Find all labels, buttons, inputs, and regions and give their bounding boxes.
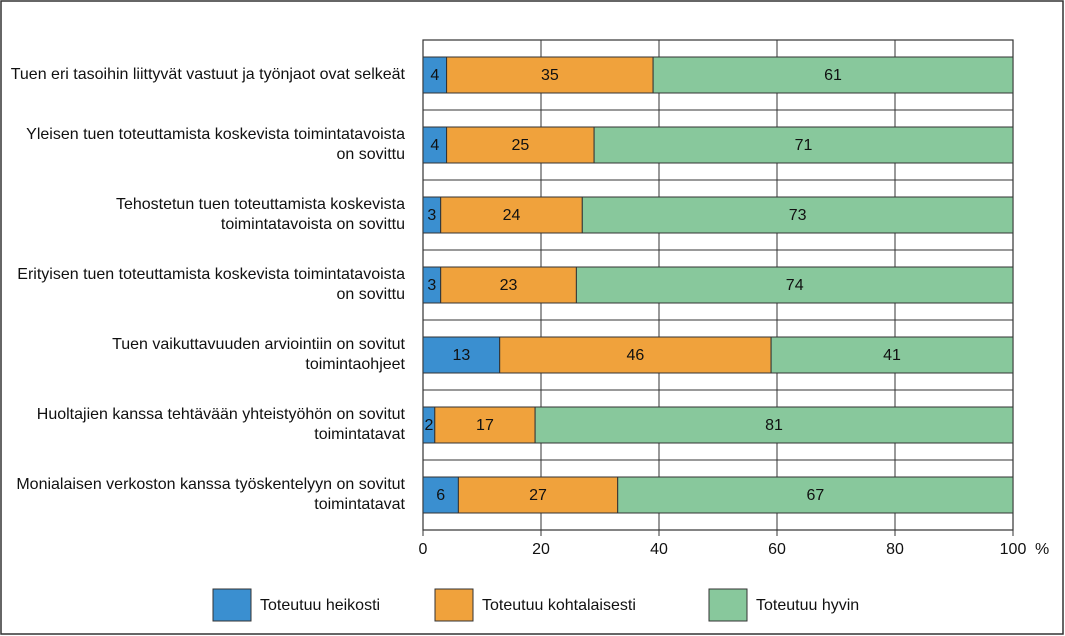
value-label: 2 bbox=[424, 417, 433, 434]
value-label: 4 bbox=[430, 137, 439, 154]
bar-segment bbox=[617, 476, 1014, 514]
value-label: 23 bbox=[500, 277, 518, 294]
value-label: 25 bbox=[511, 137, 529, 154]
x-tick-label: 80 bbox=[886, 541, 904, 558]
category-label: Monialaisen verkoston kanssa työskentely… bbox=[16, 476, 405, 513]
category-label: Tuen vaikuttavuuden arviointiin on sovit… bbox=[112, 336, 405, 373]
value-label: 3 bbox=[427, 207, 436, 224]
x-tick-label: 100 bbox=[1000, 541, 1027, 558]
value-label: 71 bbox=[795, 137, 813, 154]
legend-swatch bbox=[212, 588, 252, 622]
bar-segment bbox=[446, 126, 595, 164]
value-label: 24 bbox=[503, 207, 521, 224]
x-tick-label: 0 bbox=[419, 541, 428, 558]
bar-segment bbox=[499, 336, 772, 374]
bar-segment bbox=[770, 336, 1014, 374]
value-label: 74 bbox=[786, 277, 804, 294]
bar-segment bbox=[575, 266, 1014, 304]
bar-segment bbox=[422, 336, 501, 374]
value-label: 81 bbox=[765, 417, 783, 434]
value-label: 17 bbox=[476, 417, 494, 434]
value-label: 67 bbox=[806, 487, 824, 504]
legend-swatch bbox=[434, 588, 474, 622]
bar-segment bbox=[581, 196, 1014, 234]
bar-segment bbox=[652, 56, 1014, 94]
legend-label: Toteutuu kohtalaisesti bbox=[482, 597, 636, 614]
legend-label: Toteutuu hyvin bbox=[756, 597, 859, 614]
bar-segment bbox=[422, 476, 459, 514]
x-tick-label: 20 bbox=[532, 541, 550, 558]
x-axis-label: % bbox=[1035, 541, 1049, 558]
category-label: Tehostetun tuen toteuttamista koskevista… bbox=[115, 196, 405, 233]
category-label: Yleisen tuen toteuttamista koskevista to… bbox=[26, 126, 405, 163]
bar-segment bbox=[593, 126, 1014, 164]
category-label: Huoltajien kanssa tehtävään yhteistyöhön… bbox=[36, 406, 405, 443]
value-label: 13 bbox=[452, 347, 470, 364]
bar-segment bbox=[440, 266, 577, 304]
x-tick-label: 40 bbox=[650, 541, 668, 558]
bar-segment bbox=[446, 56, 654, 94]
bar-segment bbox=[534, 406, 1014, 444]
value-label: 4 bbox=[430, 67, 439, 84]
value-label: 73 bbox=[789, 207, 807, 224]
legend-swatch bbox=[708, 588, 748, 622]
category-label: Erityisen tuen toteuttamista koskevista … bbox=[17, 266, 405, 303]
value-label: 3 bbox=[427, 277, 436, 294]
legend-label: Toteutuu heikosti bbox=[260, 597, 380, 614]
value-label: 35 bbox=[541, 67, 559, 84]
bar-segment bbox=[440, 196, 583, 234]
x-tick-label: 60 bbox=[768, 541, 786, 558]
value-label: 41 bbox=[883, 347, 901, 364]
category-label: Tuen eri tasoihin liittyvät vastuut ja t… bbox=[10, 66, 405, 83]
bar-segment bbox=[457, 476, 619, 514]
value-label: 61 bbox=[824, 67, 842, 84]
value-label: 6 bbox=[436, 487, 445, 504]
value-label: 46 bbox=[627, 347, 645, 364]
value-label: 27 bbox=[529, 487, 547, 504]
